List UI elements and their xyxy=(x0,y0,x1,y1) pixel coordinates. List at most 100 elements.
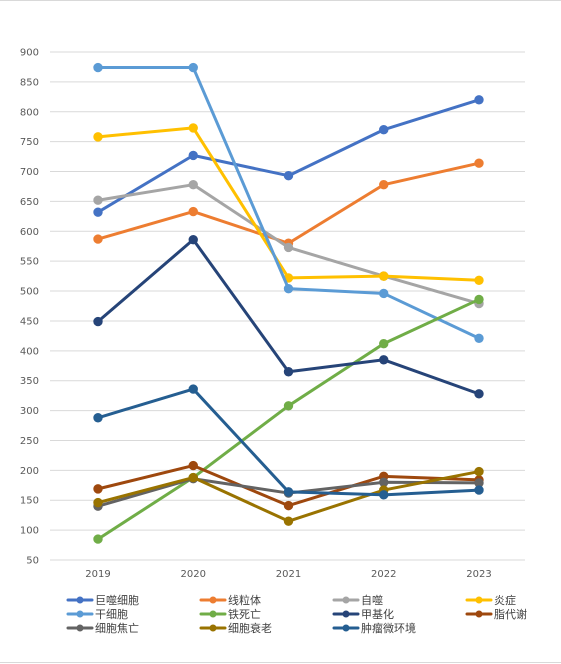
legend-item: 线粒体 xyxy=(199,593,261,607)
legend-label: 炎症 xyxy=(494,593,516,607)
data-point xyxy=(283,401,294,411)
data-point xyxy=(188,384,198,394)
y-tick-label: 900 xyxy=(20,48,39,59)
y-tick-label: 100 xyxy=(20,526,39,537)
legend-swatch-marker xyxy=(342,596,350,604)
data-point xyxy=(379,490,389,500)
series-line xyxy=(96,98,481,214)
legend-label: 线粒体 xyxy=(228,593,261,607)
legend-label: 细胞衰老 xyxy=(228,621,272,635)
y-tick-label: 500 xyxy=(20,287,39,298)
y-tick-label: 850 xyxy=(20,77,39,88)
y-tick-label: 300 xyxy=(20,406,39,417)
data-point xyxy=(474,294,484,305)
data-point xyxy=(283,500,294,511)
data-point xyxy=(283,283,294,294)
data-point xyxy=(188,179,198,190)
legend-label: 自噬 xyxy=(361,593,383,607)
top-border xyxy=(0,0,561,1)
legend-label: 铁死亡 xyxy=(228,607,261,621)
data-point xyxy=(283,242,294,253)
data-point xyxy=(474,95,484,105)
data-point xyxy=(474,485,484,495)
legend-swatch-marker xyxy=(342,610,350,618)
series-5 xyxy=(93,62,484,343)
data-point xyxy=(93,62,103,73)
data-point xyxy=(188,460,198,471)
series-line xyxy=(96,464,481,508)
y-tick-label: 750 xyxy=(20,137,39,148)
legend-label: 细胞焦亡 xyxy=(95,621,139,635)
data-point xyxy=(93,484,103,494)
data-point xyxy=(379,477,389,488)
legend-swatch-marker xyxy=(209,624,217,632)
data-point xyxy=(93,207,103,217)
data-point xyxy=(188,206,198,217)
data-point xyxy=(379,288,389,299)
y-tick-label: 50 xyxy=(26,556,39,567)
legend-label: 干细胞 xyxy=(95,608,128,621)
x-axis: 2019 2020 2021 2022 2023 xyxy=(85,569,491,580)
data-point xyxy=(188,123,198,133)
legend-label: 巨噬细胞 xyxy=(95,593,139,607)
legend-swatch-marker xyxy=(475,610,483,618)
x-tick-label: 2021 xyxy=(276,569,301,580)
data-point xyxy=(283,367,294,377)
data-point xyxy=(474,333,484,343)
x-tick-label: 2020 xyxy=(181,569,206,580)
data-point xyxy=(474,275,484,286)
data-point xyxy=(379,124,389,135)
data-point xyxy=(93,234,103,244)
legend-swatch-marker xyxy=(76,610,84,618)
legend-item: 自噬 xyxy=(332,593,383,607)
data-point xyxy=(93,413,103,423)
y-tick-label: 700 xyxy=(20,167,39,178)
series-7 xyxy=(93,234,484,399)
data-point xyxy=(379,271,389,281)
y-tick-label: 150 xyxy=(20,496,39,507)
series-10 xyxy=(93,466,484,526)
series-1 xyxy=(93,95,484,217)
y-tick-label: 350 xyxy=(20,376,39,387)
data-point xyxy=(283,516,294,526)
legend-item: 干细胞 xyxy=(66,608,128,621)
legend-swatch-marker xyxy=(76,624,84,632)
data-point xyxy=(93,132,103,142)
y-tick-label: 250 xyxy=(20,436,39,447)
data-point xyxy=(379,355,389,365)
data-point xyxy=(283,171,294,181)
data-point xyxy=(474,158,484,168)
legend-swatch-marker xyxy=(209,610,217,618)
legend-swatch-marker xyxy=(475,596,483,604)
bottom-border xyxy=(0,662,561,663)
series-line xyxy=(96,66,481,340)
series-lines xyxy=(93,62,484,544)
y-tick-label: 400 xyxy=(20,346,39,357)
data-point xyxy=(188,234,198,245)
data-point xyxy=(188,62,198,73)
y-tick-label: 600 xyxy=(20,227,39,238)
y-tick-label: 550 xyxy=(20,257,39,268)
data-point xyxy=(379,179,389,190)
series-4 xyxy=(93,123,484,286)
legend-item: 脂代谢 xyxy=(465,607,527,621)
legend-item: 炎症 xyxy=(465,593,516,607)
data-point xyxy=(93,497,103,508)
legend-item: 铁死亡 xyxy=(199,607,261,621)
data-point xyxy=(283,487,294,497)
legend-item: 巨噬细胞 xyxy=(66,593,139,607)
series-line xyxy=(96,126,481,282)
legend-label: 肿瘤微环境 xyxy=(361,621,416,635)
data-point xyxy=(188,472,198,483)
x-tick-label: 2023 xyxy=(466,569,491,580)
y-tick-label: 650 xyxy=(20,197,39,208)
y-axis: 50 100 150 200 250 300 350 400 450 500 550 600 650 70… xyxy=(20,48,39,567)
data-point xyxy=(474,466,484,477)
legend-label: 甲基化 xyxy=(361,607,394,621)
legend-swatch-marker xyxy=(209,596,217,604)
legend-item: 甲基化 xyxy=(332,607,394,621)
legend-swatch-marker xyxy=(76,596,84,604)
x-tick-label: 2022 xyxy=(371,569,396,580)
